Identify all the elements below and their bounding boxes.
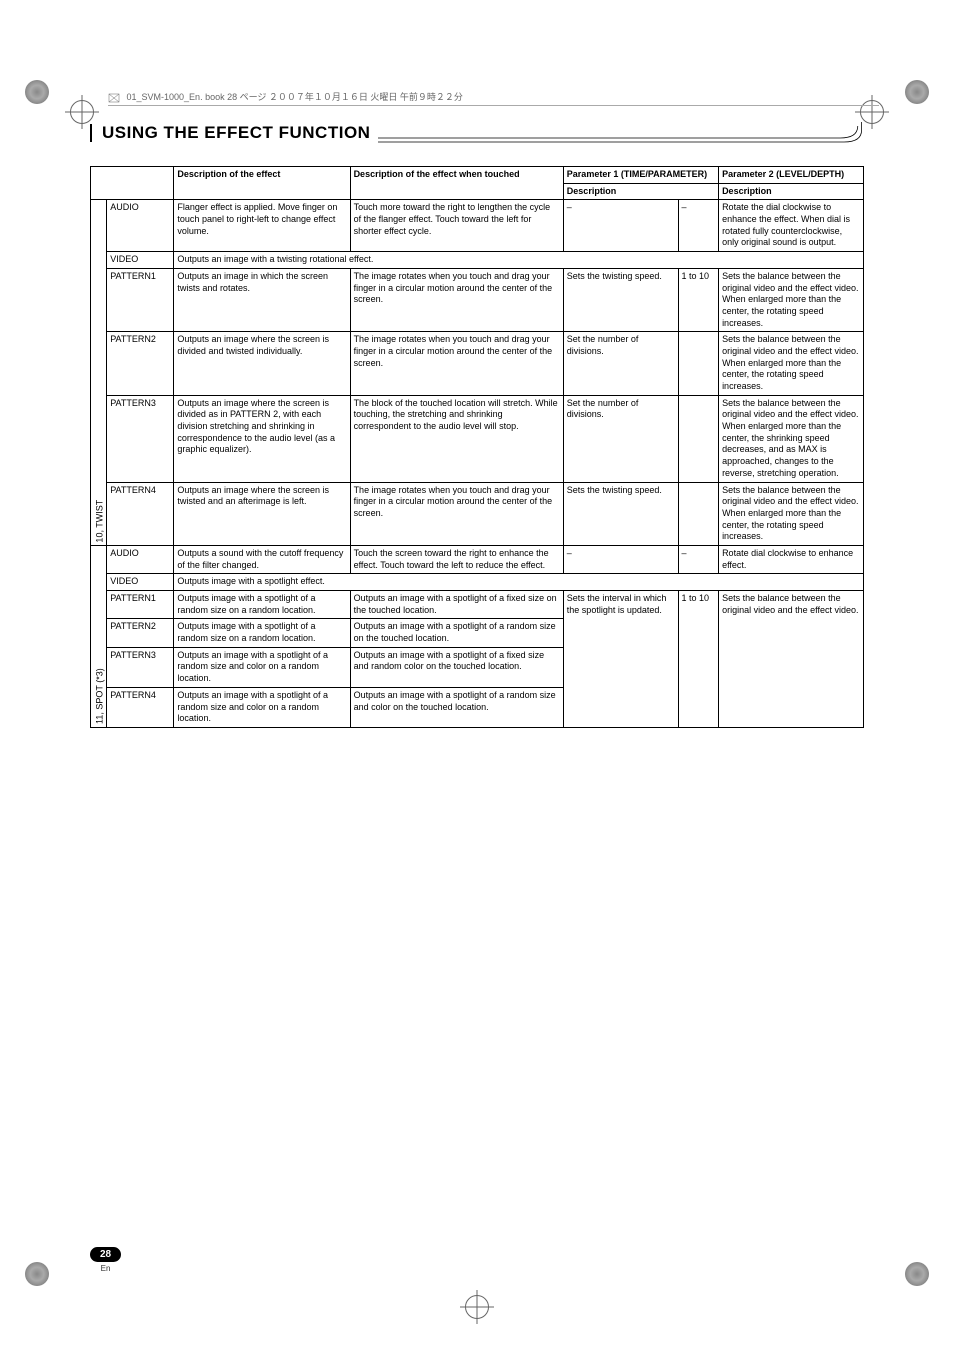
s10-p1-p2: Sets the balance between the original vi… [719, 268, 864, 331]
s10-p3-p2: Sets the balance between the original vi… [719, 395, 864, 482]
s10-p4-desc: Outputs an image where the screen is twi… [174, 482, 350, 545]
s10-audio-p1d: – [563, 200, 678, 252]
effect-table: Description of the effect Description of… [90, 166, 864, 728]
s11-audio-type: AUDIO [107, 545, 174, 573]
page-number: 28 [90, 1247, 121, 1262]
s11-p3-desc: Outputs an image with a spotlight of a r… [174, 647, 350, 687]
s10-p3-desc: Outputs an image where the screen is div… [174, 395, 350, 482]
s11-p3-touched: Outputs an image with a spotlight of a f… [350, 647, 563, 687]
hdr-touched: Description of the effect when touched [350, 167, 563, 200]
section-title-row: USING THE EFFECT FUNCTION [90, 120, 864, 146]
s10-p3-p1d: Set the number of divisions. [563, 395, 678, 482]
s11-patterns-p2: Sets the balance between the original vi… [719, 591, 864, 728]
s10-p2-p1v [678, 332, 719, 395]
s10-p3-touched: The block of the touched location will s… [350, 395, 563, 482]
crop-target-bc [465, 1295, 489, 1319]
s10-p4-p2: Sets the balance between the original vi… [719, 482, 864, 545]
s10-audio-desc: Flanger effect is applied. Move finger o… [174, 200, 350, 252]
crop-mark-bl [25, 1262, 49, 1286]
s11-audio-p1d: – [563, 545, 678, 573]
s10-p1-p1d: Sets the twisting speed. [563, 268, 678, 331]
crop-mark-tl [25, 80, 49, 104]
s10-p2-p2: Sets the balance between the original vi… [719, 332, 864, 395]
s11-audio-p1v: – [678, 545, 719, 573]
crop-target-tl [70, 100, 94, 124]
s10-p2-p1d: Set the number of divisions. [563, 332, 678, 395]
s11-audio-p2: Rotate dial clockwise to enhance effect. [719, 545, 864, 573]
s11-audio-touched: Touch the screen toward the right to enh… [350, 545, 563, 573]
s10-p2-desc: Outputs an image where the screen is div… [174, 332, 350, 395]
s10-p2-touched: The image rotates when you touch and dra… [350, 332, 563, 395]
s11-p1-desc: Outputs image with a spotlight of a rand… [174, 591, 350, 619]
s11-patterns-p1v: 1 to 10 [678, 591, 719, 728]
section-10-label: 10, TWIST [91, 200, 107, 546]
page-number-box: 28 En [90, 1247, 121, 1273]
s11-p4-touched: Outputs an image with a spotlight of a r… [350, 687, 563, 727]
title-swoosh [378, 120, 864, 146]
section-11-label: 11, SPOT (*3) [91, 545, 107, 727]
s10-p2-name: PATTERN2 [107, 332, 174, 395]
s10-p4-touched: The image rotates when you touch and dra… [350, 482, 563, 545]
hdr-param1: Parameter 1 (TIME/PARAMETER) [563, 167, 718, 184]
s11-p2-name: PATTERN2 [107, 619, 174, 647]
s11-patterns-p1d: Sets the interval in which the spotlight… [563, 591, 678, 728]
hdr-effect-desc: Description of the effect [174, 167, 350, 200]
s11-video-type: VIDEO [107, 574, 174, 591]
s10-p4-name: PATTERN4 [107, 482, 174, 545]
s11-p2-touched: Outputs an image with a spotlight of a r… [350, 619, 563, 647]
s11-p4-name: PATTERN4 [107, 687, 174, 727]
page-lang: En [101, 1264, 111, 1273]
s11-p4-desc: Outputs an image with a spotlight of a r… [174, 687, 350, 727]
s10-p1-touched: The image rotates when you touch and dra… [350, 268, 563, 331]
s10-audio-touched: Touch more toward the right to lengthen … [350, 200, 563, 252]
hdr-p2-desc: Description [719, 183, 864, 200]
s10-audio-p2: Rotate the dial clockwise to enhance the… [719, 200, 864, 252]
header-line-text: 01_SVM-1000_En. book 28 ページ ２００７年１０月１６日 … [127, 92, 463, 102]
s11-p2-desc: Outputs image with a spotlight of a rand… [174, 619, 350, 647]
crop-mark-br [905, 1262, 929, 1286]
s10-audio-type: AUDIO [107, 200, 174, 252]
section-title: USING THE EFFECT FUNCTION [102, 123, 370, 143]
s10-p3-name: PATTERN3 [107, 395, 174, 482]
title-bar [90, 124, 92, 142]
s11-p3-name: PATTERN3 [107, 647, 174, 687]
s11-p1-touched: Outputs an image with a spotlight of a f… [350, 591, 563, 619]
hdr-param2: Parameter 2 (LEVEL/DEPTH) [719, 167, 864, 184]
s10-video-type: VIDEO [107, 252, 174, 269]
s11-video-desc: Outputs image with a spotlight effect. [174, 574, 864, 591]
s10-p4-p1v [678, 482, 719, 545]
s10-p4-p1d: Sets the twisting speed. [563, 482, 678, 545]
s10-p1-p1v: 1 to 10 [678, 268, 719, 331]
s10-audio-p1v: – [678, 200, 719, 252]
crop-mark-tr [905, 80, 929, 104]
s10-p1-desc: Outputs an image in which the screen twi… [174, 268, 350, 331]
s10-video-desc: Outputs an image with a twisting rotatio… [174, 252, 864, 269]
s10-p1-name: PATTERN1 [107, 268, 174, 331]
hdr-p1-desc: Description [563, 183, 718, 200]
page-header-line: 01_SVM-1000_En. book 28 ページ ２００７年１０月１６日 … [108, 90, 879, 106]
s11-p1-name: PATTERN1 [107, 591, 174, 619]
s11-audio-desc: Outputs a sound with the cutoff frequenc… [174, 545, 350, 573]
s10-p3-p1v [678, 395, 719, 482]
